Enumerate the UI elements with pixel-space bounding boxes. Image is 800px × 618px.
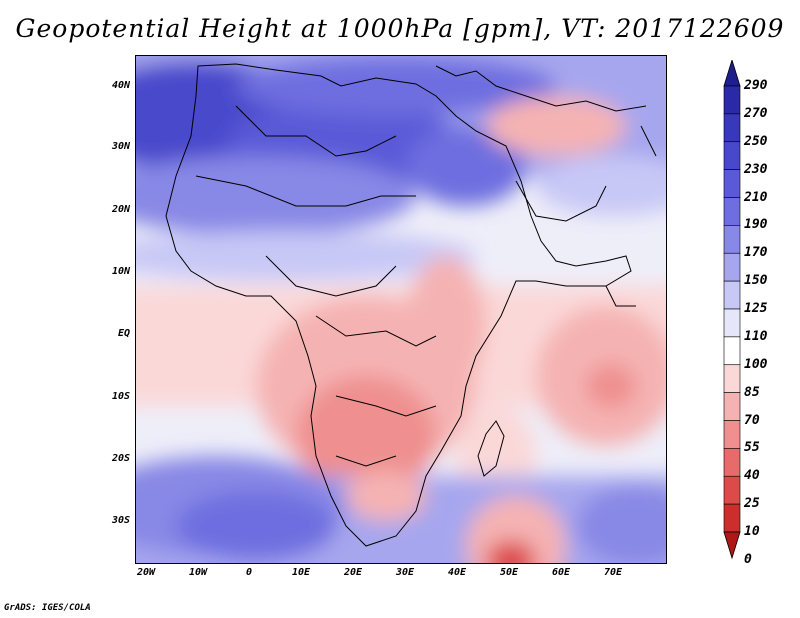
lat-label: 30S bbox=[111, 515, 130, 526]
colorbar-tick-label: 125 bbox=[744, 301, 768, 316]
colorbar-swatch bbox=[723, 197, 741, 226]
colorbar-tick-label: 85 bbox=[744, 384, 760, 400]
colorbar-tick-label: 100 bbox=[744, 356, 768, 372]
lon-label: 30E bbox=[395, 567, 415, 578]
plot-title: Geopotential Height at 1000hPa [gpm], VT… bbox=[15, 14, 785, 43]
colorbar-tick-label: 40 bbox=[744, 468, 760, 484]
colorbar-tick-label: 0 bbox=[744, 551, 752, 567]
colorbar-tick-label: 230 bbox=[744, 161, 768, 177]
geopotential-map bbox=[136, 56, 666, 563]
colorbar-tick-label: 210 bbox=[744, 189, 768, 205]
lon-label: 20W bbox=[136, 567, 156, 578]
lon-label: 70E bbox=[603, 567, 623, 578]
colorbar-swatch bbox=[723, 225, 741, 254]
coastlines bbox=[165, 63, 657, 547]
colorbar-swatch bbox=[723, 113, 741, 143]
colorbar-tick-label: 170 bbox=[744, 245, 768, 261]
colorbar-swatch bbox=[723, 280, 741, 310]
colorbar-cap-top bbox=[723, 60, 741, 87]
colorbar-swatch bbox=[723, 308, 741, 338]
colorbar-swatch bbox=[723, 420, 741, 449]
colorbar bbox=[723, 60, 741, 560]
colorbar-swatch bbox=[723, 448, 741, 477]
colorbar-swatch bbox=[723, 364, 741, 393]
colorbar-swatch bbox=[723, 169, 741, 198]
colorbar-swatch bbox=[723, 85, 741, 115]
colorbar-tick-label: 290 bbox=[744, 78, 768, 93]
lat-label: 40N bbox=[111, 80, 130, 91]
colorbar-tick-label: 10 bbox=[744, 524, 760, 539]
colorbar-tick-label: 190 bbox=[744, 217, 768, 233]
lon-label: 60E bbox=[551, 567, 571, 578]
map-panel bbox=[135, 55, 667, 564]
lat-label: 20S bbox=[111, 453, 130, 464]
lat-label: 10S bbox=[111, 391, 130, 402]
lon-label: 40E bbox=[447, 567, 467, 578]
colorbar-cap-bottom bbox=[723, 531, 741, 560]
colorbar-swatch bbox=[723, 392, 741, 421]
colorbar-tick-label: 25 bbox=[744, 496, 760, 512]
colorbar-tick-label: 110 bbox=[744, 328, 768, 344]
lat-label: 20N bbox=[111, 204, 130, 215]
colorbar-tick-label: 270 bbox=[744, 105, 768, 121]
colorbar-tick-label: 70 bbox=[744, 412, 760, 428]
colorbar-tick-label: 55 bbox=[744, 440, 760, 456]
colorbar-swatch bbox=[723, 503, 741, 533]
lat-label: 10N bbox=[111, 266, 130, 277]
colorbar-swatch bbox=[723, 336, 741, 366]
lon-label: 50E bbox=[499, 567, 519, 578]
lon-label: 20E bbox=[343, 567, 363, 578]
height-field bbox=[136, 56, 666, 563]
colorbar-swatch bbox=[723, 475, 741, 505]
lon-label: 10W bbox=[188, 567, 208, 578]
lat-label: EQ bbox=[117, 328, 130, 339]
colorbar-swatch bbox=[723, 141, 741, 170]
lat-label: 30N bbox=[111, 141, 130, 152]
lon-label: 0 bbox=[245, 567, 253, 578]
lon-label: 10E bbox=[291, 567, 311, 578]
colorbar-tick-label: 150 bbox=[744, 273, 768, 289]
footer-credit: GrADS: IGES/COLA bbox=[4, 603, 91, 613]
colorbar-swatch bbox=[723, 252, 741, 282]
colorbar-tick-label: 250 bbox=[744, 133, 768, 149]
